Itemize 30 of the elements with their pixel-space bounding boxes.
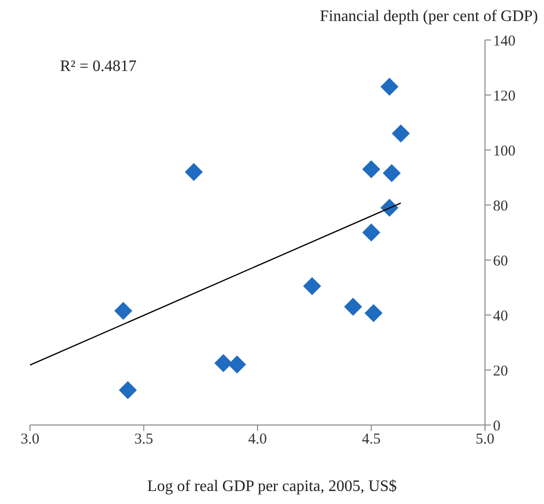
point (380, 198, 398, 217)
point (214, 354, 232, 372)
point (364, 304, 383, 322)
x-tick-label: 5.0 (476, 432, 494, 448)
point (184, 163, 203, 181)
y-tick-label: 40 (493, 308, 508, 324)
point (362, 224, 380, 242)
y-axis-title: Financial depth (per cent of GDP) (320, 8, 538, 26)
point (362, 160, 380, 178)
annotation: R² = 0.4817 (60, 58, 136, 76)
x-tick-label: 4.0 (248, 432, 267, 448)
y-tick-label: 0 (493, 418, 500, 434)
x-tick-label: 4.5 (362, 432, 381, 448)
x-tick-label: 3.5 (134, 432, 154, 448)
point (382, 164, 401, 182)
y-tick-label: 120 (493, 88, 516, 104)
point (380, 78, 398, 96)
y-tick-label: 140 (493, 33, 516, 50)
y-tick-label: 80 (493, 198, 508, 214)
point (392, 124, 410, 142)
point (118, 381, 137, 400)
point (114, 302, 132, 320)
y-tick-label: 20 (493, 363, 508, 380)
point (228, 356, 246, 374)
point (303, 277, 322, 296)
x-axis-title: Log of real GDP per capita, 2005, US$ (146, 478, 398, 496)
y-tick-label: 100 (493, 143, 516, 160)
point (344, 298, 362, 316)
y-tick-label: 60 (493, 253, 508, 270)
x-tick-label: 3.0 (20, 432, 40, 448)
